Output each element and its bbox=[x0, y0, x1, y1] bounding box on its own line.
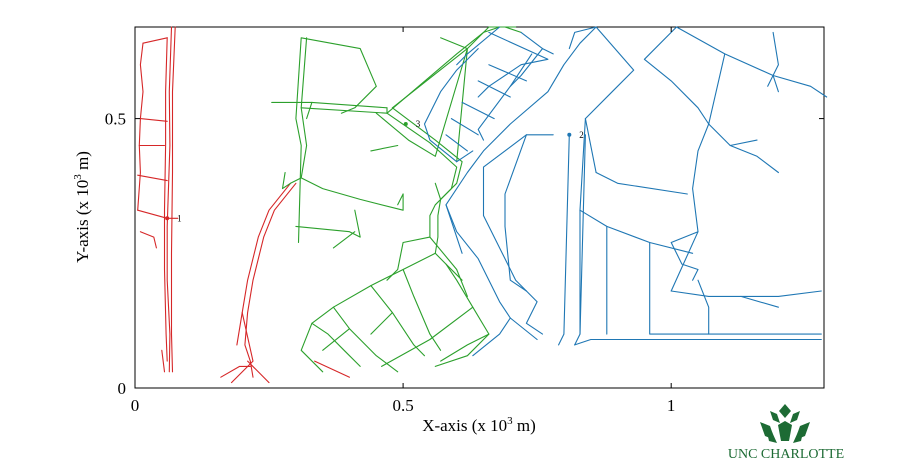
blue-road-segment bbox=[423, 48, 479, 163]
blue-road-segment bbox=[584, 26, 635, 174]
x-tick-label: 0.5 bbox=[392, 396, 413, 415]
blue-road-segment bbox=[482, 215, 544, 335]
green-road-segment bbox=[295, 209, 361, 238]
blue-road-segment bbox=[595, 171, 688, 195]
red-road-segment bbox=[139, 231, 157, 249]
blue-road-segment bbox=[670, 123, 710, 292]
blue-road-segment bbox=[670, 290, 779, 308]
red-road-segment bbox=[230, 312, 254, 384]
green-road-segment bbox=[434, 182, 442, 200]
green-road-segment bbox=[300, 252, 436, 373]
red-road-segment bbox=[166, 26, 173, 373]
red-road-segment bbox=[247, 360, 270, 384]
red-road-segment bbox=[244, 182, 297, 378]
green-road-segment bbox=[370, 312, 393, 335]
green-road-segment bbox=[402, 268, 442, 351]
axis-ticks: 0 0.5 1 0 0.5 bbox=[105, 27, 824, 415]
green-road-segment bbox=[440, 333, 490, 362]
node-label: 2 bbox=[579, 130, 584, 140]
blue-road-segment bbox=[767, 31, 779, 87]
red-road-segment bbox=[170, 26, 176, 373]
blue-road-segment bbox=[504, 134, 527, 227]
blue-road-segment bbox=[558, 134, 570, 346]
blue-road-segment bbox=[708, 53, 726, 125]
blue-road-segment bbox=[472, 317, 511, 357]
green-road-segment bbox=[322, 328, 351, 351]
blue-road-segment bbox=[477, 53, 533, 141]
node-markers: 1 2 3 bbox=[165, 119, 584, 223]
blue-road-segment bbox=[456, 26, 501, 66]
node-marker bbox=[567, 132, 572, 137]
green-road-segment bbox=[440, 37, 468, 50]
green-road-segment bbox=[370, 285, 426, 357]
crown-icon bbox=[760, 404, 810, 443]
green-road-segment bbox=[295, 37, 377, 244]
logo-text: UNC CHARLOTTE bbox=[728, 447, 844, 462]
blue-road-segment bbox=[482, 134, 554, 217]
blue-road-segment bbox=[461, 101, 495, 120]
blue-road-segment bbox=[643, 26, 758, 147]
y-axis-title: Y-axis (x 103 m) bbox=[72, 151, 92, 263]
blue-road-segment bbox=[772, 74, 828, 98]
node-marker bbox=[165, 216, 170, 221]
green-road-segment bbox=[381, 306, 474, 367]
blue-road-segment bbox=[670, 231, 699, 281]
blue-road-segment bbox=[456, 150, 474, 163]
red-road-segment bbox=[137, 174, 168, 182]
green-road-segment bbox=[306, 101, 313, 120]
x-tick-label: 0 bbox=[131, 396, 140, 415]
blue-road-segment bbox=[445, 204, 463, 254]
blue-road-segment bbox=[445, 26, 597, 341]
node-label: 1 bbox=[177, 213, 182, 223]
road-segments bbox=[137, 26, 828, 384]
blue-road-segment bbox=[504, 225, 527, 292]
red-road-segment bbox=[137, 42, 144, 211]
blue-road-segment bbox=[675, 26, 779, 93]
green-road-segment bbox=[386, 26, 517, 114]
blue-road-segment bbox=[574, 338, 822, 346]
green-road-segment bbox=[434, 263, 490, 367]
blue-road-segment bbox=[488, 64, 527, 82]
red-road-segment bbox=[236, 182, 292, 346]
blue-road-segment bbox=[509, 48, 544, 87]
green-road-segment bbox=[397, 193, 404, 206]
green-road-segment bbox=[391, 26, 522, 109]
x-axis-title: X-axis (x 103 m) bbox=[422, 415, 536, 435]
green-road-segment bbox=[281, 37, 308, 190]
plot-frame bbox=[134, 26, 825, 389]
red-road-segment bbox=[161, 349, 166, 373]
green-road-segment bbox=[370, 144, 399, 152]
blue-road-segment bbox=[520, 31, 554, 55]
blue-road-segment bbox=[568, 26, 597, 50]
blue-road-segment bbox=[445, 134, 468, 152]
blue-road-segment bbox=[579, 118, 586, 211]
node-label: 3 bbox=[416, 119, 421, 129]
green-road-segment bbox=[391, 107, 463, 281]
unc-charlotte-logo: UNC CHARLOTTE bbox=[728, 404, 844, 462]
blue-road-segment bbox=[697, 279, 710, 335]
blue-road-segment bbox=[740, 290, 822, 297]
green-road-segment bbox=[375, 48, 468, 163]
node-marker bbox=[403, 121, 408, 126]
blue-road-segment bbox=[579, 209, 694, 254]
red-road-segment bbox=[163, 37, 168, 362]
red-road-segment bbox=[139, 118, 168, 122]
y-tick-label: 0 bbox=[118, 379, 127, 398]
blue-road-segment bbox=[729, 144, 779, 174]
y-tick-label: 0.5 bbox=[105, 110, 126, 129]
red-road-segment bbox=[220, 365, 251, 378]
green-road-segment bbox=[300, 107, 388, 114]
green-road-segment bbox=[311, 322, 361, 367]
blue-road-segment bbox=[450, 118, 479, 136]
green-road-segment bbox=[300, 177, 404, 211]
blue-road-segment bbox=[649, 241, 822, 335]
blue-road-segment bbox=[477, 31, 549, 98]
green-road-segment bbox=[332, 231, 356, 249]
green-road-segment bbox=[271, 101, 388, 109]
red-road-segment bbox=[142, 37, 168, 44]
x-tick-label: 1 bbox=[667, 396, 676, 415]
red-road-segment bbox=[314, 360, 351, 378]
